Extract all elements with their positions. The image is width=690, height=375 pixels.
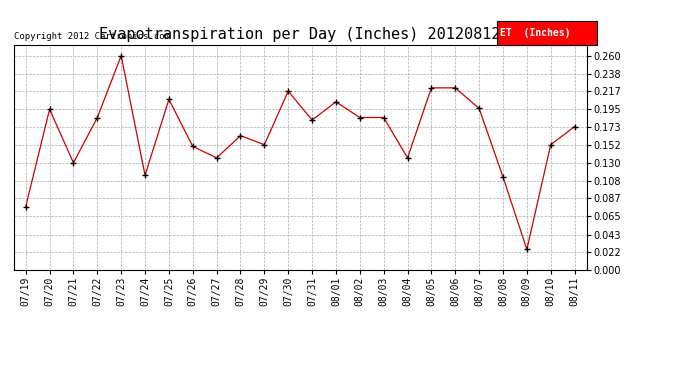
Title: Evapotranspiration per Day (Inches) 20120812: Evapotranspiration per Day (Inches) 2012… (99, 27, 501, 42)
Text: ET  (Inches): ET (Inches) (500, 28, 571, 38)
Text: Copyright 2012 Cartronics.com: Copyright 2012 Cartronics.com (14, 32, 170, 41)
